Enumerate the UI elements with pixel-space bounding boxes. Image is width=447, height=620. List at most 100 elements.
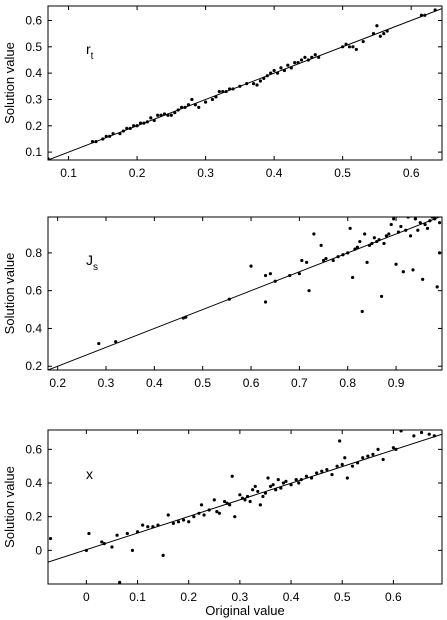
data-point (418, 221, 422, 225)
data-point (375, 239, 379, 244)
data-point (399, 224, 403, 229)
data-point (169, 113, 173, 117)
data-point (279, 66, 283, 70)
reference-line (48, 433, 442, 563)
data-point (274, 488, 278, 492)
data-point (171, 521, 175, 526)
data-point (261, 494, 265, 499)
data-point (197, 511, 201, 515)
data-point (340, 462, 344, 467)
data-point (145, 120, 149, 124)
x-tick-label: 0.7 (291, 376, 308, 390)
data-point (319, 243, 323, 247)
data-point (282, 68, 286, 73)
data-point (108, 134, 112, 138)
data-point (263, 491, 268, 495)
plot-frame (47, 429, 443, 585)
data-point (437, 251, 442, 255)
data-point (125, 126, 129, 131)
data-point (381, 457, 385, 462)
data-point (387, 232, 391, 236)
data-point (125, 531, 129, 536)
data-point (433, 217, 437, 221)
y-tick-label: 0.5 (25, 40, 42, 54)
data-point (132, 124, 136, 128)
data-point (306, 58, 310, 62)
data-point (151, 525, 155, 529)
data-point (187, 520, 191, 524)
panel-label-subscript: t (91, 51, 94, 62)
data-point (224, 89, 228, 94)
data-point (166, 513, 170, 517)
data-point (336, 255, 340, 259)
data-point (358, 239, 362, 244)
data-point (353, 247, 357, 251)
x-tick-label: 0 (83, 590, 90, 604)
data-point (344, 42, 348, 46)
y-tick-label: 0.4 (25, 66, 42, 80)
x-tick-label: 0.5 (194, 376, 211, 390)
data-point (300, 258, 304, 263)
data-point (193, 103, 197, 107)
data-point (389, 222, 393, 227)
data-point (427, 432, 431, 436)
data-point (111, 132, 115, 136)
data-point (166, 113, 170, 117)
data-point (152, 118, 156, 123)
data-point (181, 518, 186, 522)
y-tick-label: 0 (35, 543, 42, 557)
data-point (238, 493, 242, 497)
data-point (412, 434, 416, 438)
data-point (330, 473, 334, 477)
data-point (222, 499, 227, 504)
y-tick-label: 0.8 (25, 246, 42, 260)
data-point (289, 66, 293, 70)
data-point (214, 95, 218, 99)
data-point (423, 222, 427, 227)
data-point (313, 53, 317, 57)
data-point (48, 157, 50, 160)
y-axis-title: Solution value (2, 42, 17, 124)
data-point (141, 523, 145, 527)
data-point (320, 469, 324, 473)
data-point (335, 464, 339, 468)
panel-3: 0 0.1 0.2 0.3 0.4 0.5 0.6 0 0.2 0.4 0.6 x Solution v… (2, 429, 443, 618)
data-point (396, 230, 401, 234)
data-point (365, 260, 369, 264)
data-point (269, 71, 273, 75)
data-layer (48, 8, 442, 160)
data-point (176, 520, 181, 524)
data-point (245, 494, 250, 499)
data-point (135, 530, 140, 534)
data-point (331, 258, 335, 263)
data-point (212, 498, 216, 502)
data-point (258, 503, 262, 507)
data-point (377, 238, 381, 242)
data-point (115, 533, 119, 537)
data-point (94, 139, 98, 144)
data-point (273, 279, 277, 283)
data-point (321, 258, 326, 263)
data-point (421, 277, 425, 281)
data-point (263, 300, 268, 304)
data-point (423, 13, 427, 17)
y-tick-label: 0.6 (25, 442, 42, 456)
panel-1: 0.1 0.2 0.3 0.4 0.5 0.6 0.1 0.2 0.3 0.4 0.5 0.6 rt So… (2, 5, 443, 180)
data-point (128, 126, 132, 131)
data-point (325, 467, 329, 472)
data-point (84, 548, 88, 552)
data-point (268, 484, 273, 488)
data-point (135, 124, 139, 128)
data-point (324, 256, 328, 261)
data-point (114, 340, 118, 344)
data-point (110, 545, 114, 549)
data-point (391, 446, 395, 450)
data-point (372, 236, 376, 240)
x-axis-title: Original value (205, 603, 285, 618)
data-point (370, 241, 374, 246)
data-point (361, 456, 365, 460)
data-point (238, 84, 242, 88)
x-tick-label: 0.4 (146, 376, 163, 390)
data-point (230, 474, 234, 478)
data-point (97, 341, 101, 346)
